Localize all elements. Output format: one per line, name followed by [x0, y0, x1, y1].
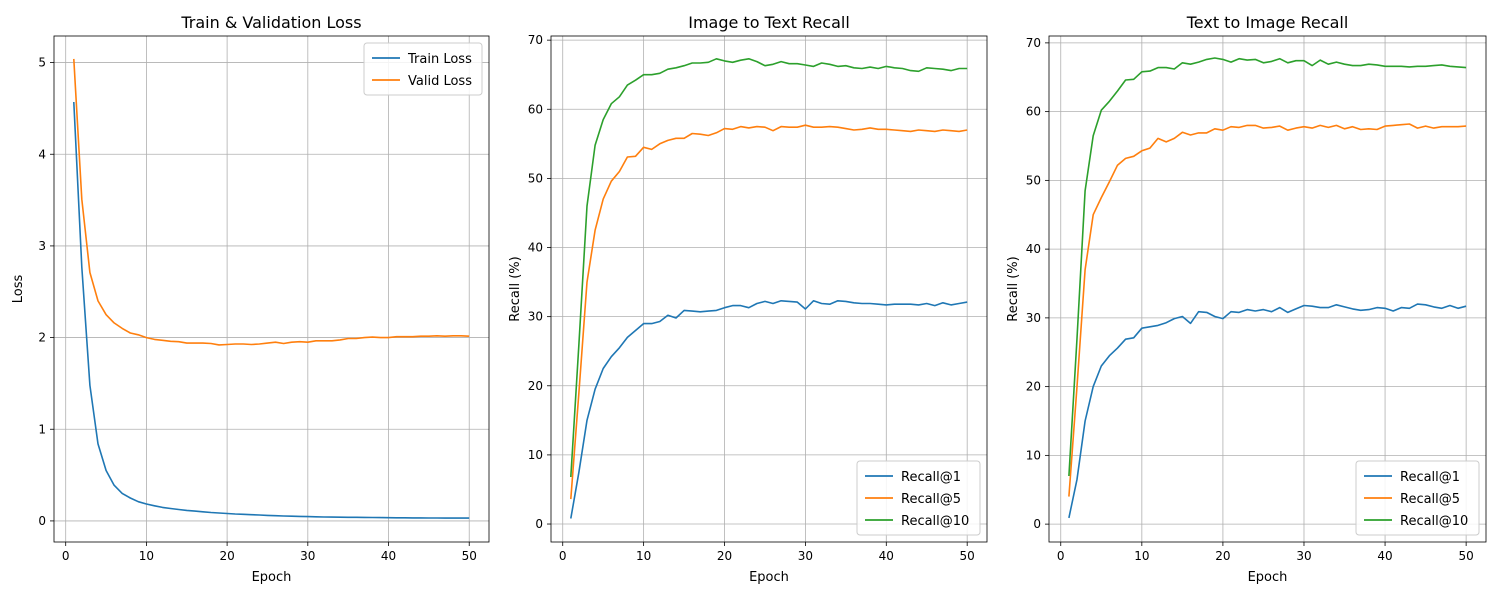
x-tick-label: 20 — [1215, 549, 1230, 563]
legend-box — [363, 42, 483, 96]
y-axis-label: Loss — [11, 275, 26, 304]
series-line-recall-10 — [1068, 57, 1467, 477]
y-tick-label: 10 — [528, 448, 543, 462]
legend-label: Recall@10 — [1400, 514, 1468, 529]
x-tick-label: 30 — [300, 549, 315, 563]
x-tick-label: 0 — [1057, 549, 1065, 563]
chart-panel-1: 0 10 20 30 40 50 0 1 2 3 4 5 Train & Validation Loss… — [11, 13, 490, 585]
x-tick-label: 20 — [219, 549, 234, 563]
x-tick-label: 40 — [1377, 549, 1392, 563]
y-tick-label: 30 — [1026, 311, 1041, 325]
y-tick-label: 40 — [528, 241, 543, 255]
x-tick-label: 30 — [1296, 549, 1311, 563]
legend-label: Recall@5 — [1400, 492, 1460, 507]
y-tick-label: 50 — [528, 171, 543, 185]
series-line-recall-10 — [570, 57, 968, 478]
y-tick-label: 30 — [528, 310, 543, 324]
legend-label: Train Loss — [407, 52, 472, 67]
y-tick-label: 0 — [1033, 517, 1041, 531]
chart-panel-2: 0 10 20 30 40 50 0 10 20 30 40 50 60 70 Image to Text … — [508, 13, 988, 585]
x-tick-label: 30 — [798, 549, 813, 563]
y-tick-label: 0 — [38, 514, 46, 528]
y-tick-label: 1 — [38, 422, 46, 436]
chart-title: Train & Validation Loss — [180, 13, 361, 32]
series-line-recall-1 — [1068, 303, 1467, 519]
y-tick-label: 20 — [528, 379, 543, 393]
x-tick-label: 0 — [62, 549, 70, 563]
x-tick-label: 50 — [462, 549, 477, 563]
y-tick-label: 20 — [1026, 380, 1041, 394]
legend: Train Loss Valid Loss — [363, 42, 483, 96]
x-tick-label: 40 — [381, 549, 396, 563]
x-tick-label: 10 — [636, 549, 651, 563]
legend-label: Recall@5 — [901, 492, 961, 507]
y-tick-label: 0 — [535, 517, 543, 531]
x-axis-label: Epoch — [252, 570, 292, 585]
series-line-valid-loss — [73, 58, 470, 346]
series-line-train-loss — [73, 101, 470, 519]
x-tick-label: 50 — [1458, 549, 1473, 563]
plot-frame — [550, 35, 988, 543]
y-tick-label: 5 — [38, 56, 46, 70]
legend-label: Recall@10 — [901, 514, 969, 529]
x-tick-label: 50 — [960, 549, 975, 563]
legend-box — [1355, 460, 1480, 536]
x-tick-label: 20 — [717, 549, 732, 563]
legend-label: Recall@1 — [901, 470, 961, 485]
legend-label: Recall@1 — [1400, 470, 1460, 485]
chart-panel-3: 0 10 20 30 40 50 0 10 20 30 40 50 60 70 Text to Image … — [1006, 13, 1487, 585]
x-axis-label: Epoch — [749, 570, 789, 585]
y-tick-label: 70 — [1026, 36, 1041, 50]
y-tick-label: 2 — [38, 331, 46, 345]
chart-title: Text to Image Recall — [1186, 13, 1349, 32]
plot-frame — [53, 35, 490, 543]
y-tick-label: 50 — [1026, 173, 1041, 187]
chart-title: Image to Text Recall — [688, 13, 850, 32]
series-line-recall-5 — [570, 124, 968, 500]
x-tick-label: 10 — [139, 549, 154, 563]
y-tick-label: 60 — [1026, 105, 1041, 119]
y-tick-label: 4 — [38, 147, 46, 161]
x-tick-label: 0 — [559, 549, 567, 563]
y-tick-label: 60 — [528, 102, 543, 116]
legend-box — [856, 460, 981, 536]
y-tick-label: 10 — [1026, 448, 1041, 462]
x-tick-label: 10 — [1134, 549, 1149, 563]
series-line-recall-1 — [570, 299, 968, 519]
x-axis-label: Epoch — [1248, 570, 1288, 585]
x-tick-label: 40 — [879, 549, 894, 563]
y-axis-label: Recall (%) — [1006, 256, 1021, 321]
y-tick-label: 40 — [1026, 242, 1041, 256]
series-line-recall-5 — [1068, 123, 1467, 497]
y-tick-label: 3 — [38, 239, 46, 253]
y-tick-label: 70 — [528, 33, 543, 47]
plot-frame — [1048, 35, 1487, 543]
legend-label: Valid Loss — [408, 74, 472, 89]
y-axis-label: Recall (%) — [508, 256, 523, 321]
legend: Recall@1 Recall@5 Recall@10 — [856, 460, 981, 536]
legend: Recall@1 Recall@5 Recall@10 — [1355, 460, 1480, 536]
